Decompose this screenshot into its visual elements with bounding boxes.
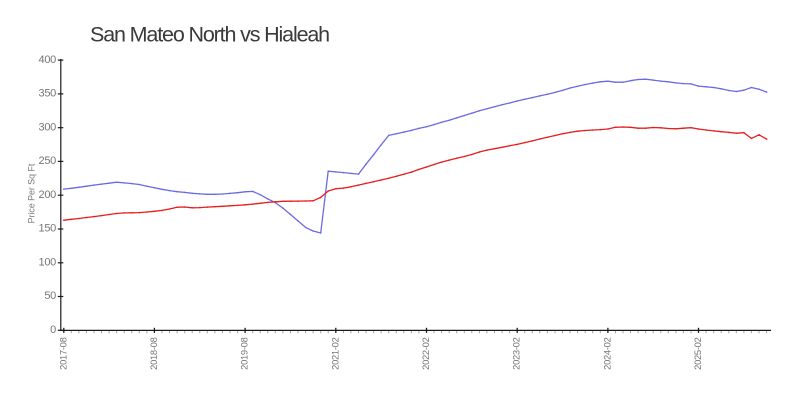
svg-text:400: 400 [39, 54, 57, 66]
svg-text:Price Per Sq Ft: Price Per Sq Ft [26, 163, 36, 223]
svg-text:2017-08: 2017-08 [57, 337, 68, 369]
svg-text:100: 100 [39, 257, 57, 269]
svg-text:50: 50 [44, 290, 56, 302]
svg-text:2025-02: 2025-02 [692, 337, 703, 369]
svg-text:250: 250 [39, 155, 57, 167]
svg-text:2018-08: 2018-08 [148, 337, 159, 369]
svg-text:2019-08: 2019-08 [239, 337, 250, 369]
svg-text:150: 150 [39, 223, 57, 235]
svg-text:0: 0 [50, 324, 56, 336]
svg-text:2021-02: 2021-02 [329, 337, 340, 369]
svg-text:2022-02: 2022-02 [420, 337, 431, 369]
svg-text:300: 300 [39, 121, 57, 133]
svg-text:2023-02: 2023-02 [511, 337, 522, 369]
svg-text:350: 350 [39, 88, 57, 100]
svg-text:2024-02: 2024-02 [601, 337, 612, 369]
svg-text:200: 200 [39, 189, 57, 201]
svg-text:San Mateo North vs Hialeah: San Mateo North vs Hialeah [90, 23, 329, 47]
